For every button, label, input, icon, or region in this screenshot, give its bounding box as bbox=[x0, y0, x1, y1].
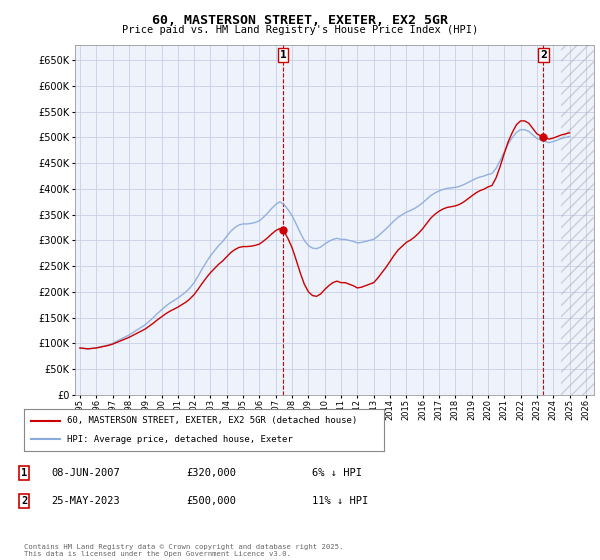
Text: Price paid vs. HM Land Registry's House Price Index (HPI): Price paid vs. HM Land Registry's House … bbox=[122, 25, 478, 35]
Text: 1: 1 bbox=[280, 50, 286, 60]
Text: 11% ↓ HPI: 11% ↓ HPI bbox=[312, 496, 368, 506]
Bar bbox=[562, 45, 594, 395]
Text: 2: 2 bbox=[21, 496, 27, 506]
Text: HPI: Average price, detached house, Exeter: HPI: Average price, detached house, Exet… bbox=[67, 435, 293, 444]
Text: 2: 2 bbox=[540, 50, 547, 60]
Text: 60, MASTERSON STREET, EXETER, EX2 5GR: 60, MASTERSON STREET, EXETER, EX2 5GR bbox=[152, 14, 448, 27]
Text: £500,000: £500,000 bbox=[186, 496, 236, 506]
Text: £320,000: £320,000 bbox=[186, 468, 236, 478]
Text: Contains HM Land Registry data © Crown copyright and database right 2025.
This d: Contains HM Land Registry data © Crown c… bbox=[24, 544, 343, 557]
Text: 60, MASTERSON STREET, EXETER, EX2 5GR (detached house): 60, MASTERSON STREET, EXETER, EX2 5GR (d… bbox=[67, 416, 358, 425]
Text: 1: 1 bbox=[21, 468, 27, 478]
Text: 6% ↓ HPI: 6% ↓ HPI bbox=[312, 468, 362, 478]
Text: 25-MAY-2023: 25-MAY-2023 bbox=[51, 496, 120, 506]
Text: 08-JUN-2007: 08-JUN-2007 bbox=[51, 468, 120, 478]
